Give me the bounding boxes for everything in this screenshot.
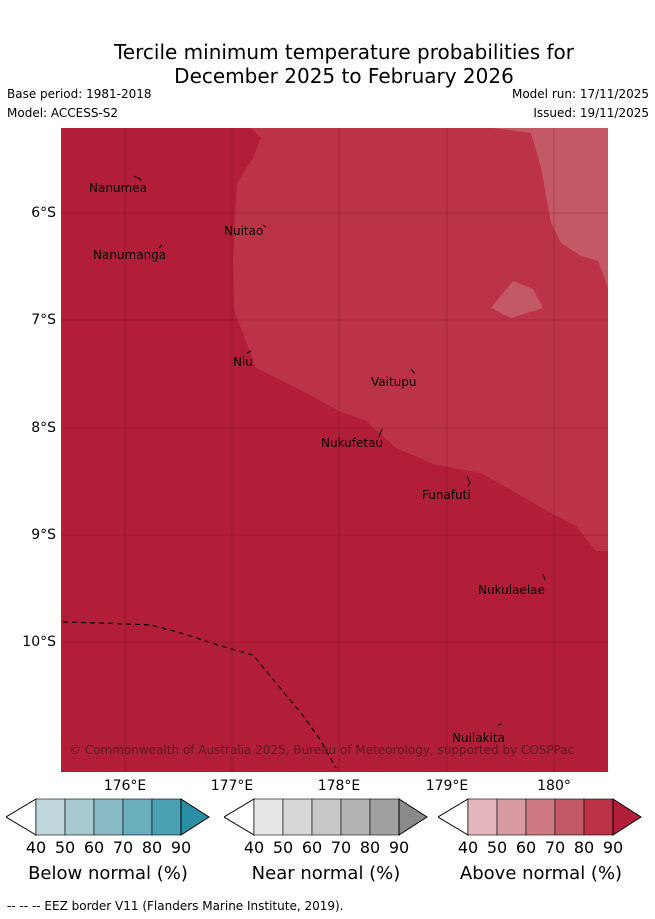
lon-label-176: 176°E [103, 778, 147, 794]
title-line-2: December 2025 to February 2026 [174, 64, 514, 88]
issued-date: Issued: 19/11/2025 [533, 106, 649, 120]
island-shapes [133, 175, 546, 726]
base-period: Base period: 1981-2018 [7, 87, 152, 101]
graticule [61, 128, 608, 772]
below-tick: 40 [25, 838, 47, 857]
above-tick: 90 [602, 838, 624, 857]
near-tick: 90 [388, 838, 410, 857]
colorbar-near [224, 798, 428, 836]
probability-map: © Commonwealth of Australia 2025, Bureau… [61, 128, 608, 772]
below-colorbar-segment [151, 798, 182, 836]
above-colorbar-segment [467, 798, 498, 836]
below-tick: 50 [54, 838, 76, 857]
above-tick: 40 [457, 838, 479, 857]
label-vaitupu: Vaitupu [371, 375, 417, 389]
above-80-region [233, 128, 608, 551]
lat-label-7s: 7°S [31, 312, 56, 328]
lat-label-10s: 10°S [22, 634, 56, 650]
near-tick: 60 [301, 838, 323, 857]
above-colorbar-segment [554, 798, 585, 836]
label-niu: Niu [233, 355, 253, 369]
label-nuitao: Nuitao [224, 224, 264, 238]
below-tick: 70 [112, 838, 134, 857]
above-colorbar-segment [496, 798, 527, 836]
near-colorbar-segment [311, 798, 342, 836]
below-tick: 60 [83, 838, 105, 857]
lat-label-8s: 8°S [31, 420, 56, 436]
near-tick: 40 [243, 838, 265, 857]
near-normal-title: Near normal (%) [251, 863, 401, 884]
eez-border [62, 621, 337, 769]
lat-label-6s: 6°S [31, 205, 56, 221]
near-tick: 50 [272, 838, 294, 857]
map-title: Tercile minimum temperature probabilitie… [0, 40, 655, 88]
below-colorbar-segment [93, 798, 124, 836]
near-colorbar-segment [340, 798, 371, 836]
above-colorbar-segment [583, 798, 614, 836]
label-nanumea: Nanumea [89, 181, 147, 195]
lon-label-178: 178°E [317, 778, 361, 794]
below-tick: 80 [141, 838, 163, 857]
label-nuilakita: Nuilakita [452, 731, 505, 745]
model-name: Model: ACCESS-S2 [7, 106, 119, 120]
above-70-patch-2 [491, 281, 543, 318]
above-tick: 70 [544, 838, 566, 857]
below-colorbar-segment [122, 798, 153, 836]
above-tick: 50 [486, 838, 508, 857]
near-tick: 70 [330, 838, 352, 857]
copyright-text: © Commonwealth of Australia 2025, Bureau… [69, 743, 574, 757]
near-tick: 80 [359, 838, 381, 857]
title-line-1: Tercile minimum temperature probabilitie… [113, 40, 575, 64]
above-tick: 80 [573, 838, 595, 857]
above-tick: 60 [515, 838, 537, 857]
below-colorbar-segment [35, 798, 66, 836]
label-nanumanga: Nanumanga [93, 248, 167, 262]
below-colorbar-segment [64, 798, 95, 836]
above-colorbar-segment [525, 798, 556, 836]
above-70-region [493, 128, 608, 288]
near-colorbar-segment [282, 798, 313, 836]
near-colorbar-segment [369, 798, 400, 836]
lon-label-179: 179°E [425, 778, 469, 794]
colorbar-below [6, 798, 210, 836]
model-run: Model run: 17/11/2025 [511, 87, 649, 101]
lat-label-9s: 9°S [31, 527, 56, 543]
label-nukufetau: Nukufetau [321, 436, 384, 450]
lon-label-177: 177°E [210, 778, 254, 794]
colorbar-above [438, 798, 642, 836]
label-nukulaelae: Nukulaelae [478, 583, 545, 597]
below-tick: 90 [170, 838, 192, 857]
below-normal-title: Below normal (%) [28, 863, 188, 884]
lon-label-180: 180° [537, 778, 571, 794]
label-funafuti: Funafuti [422, 488, 471, 502]
eez-footnote: -- -- -- EEZ border V11 (Flanders Marine… [7, 899, 344, 913]
near-colorbar-segment [253, 798, 284, 836]
above-normal-title: Above normal (%) [459, 863, 623, 884]
